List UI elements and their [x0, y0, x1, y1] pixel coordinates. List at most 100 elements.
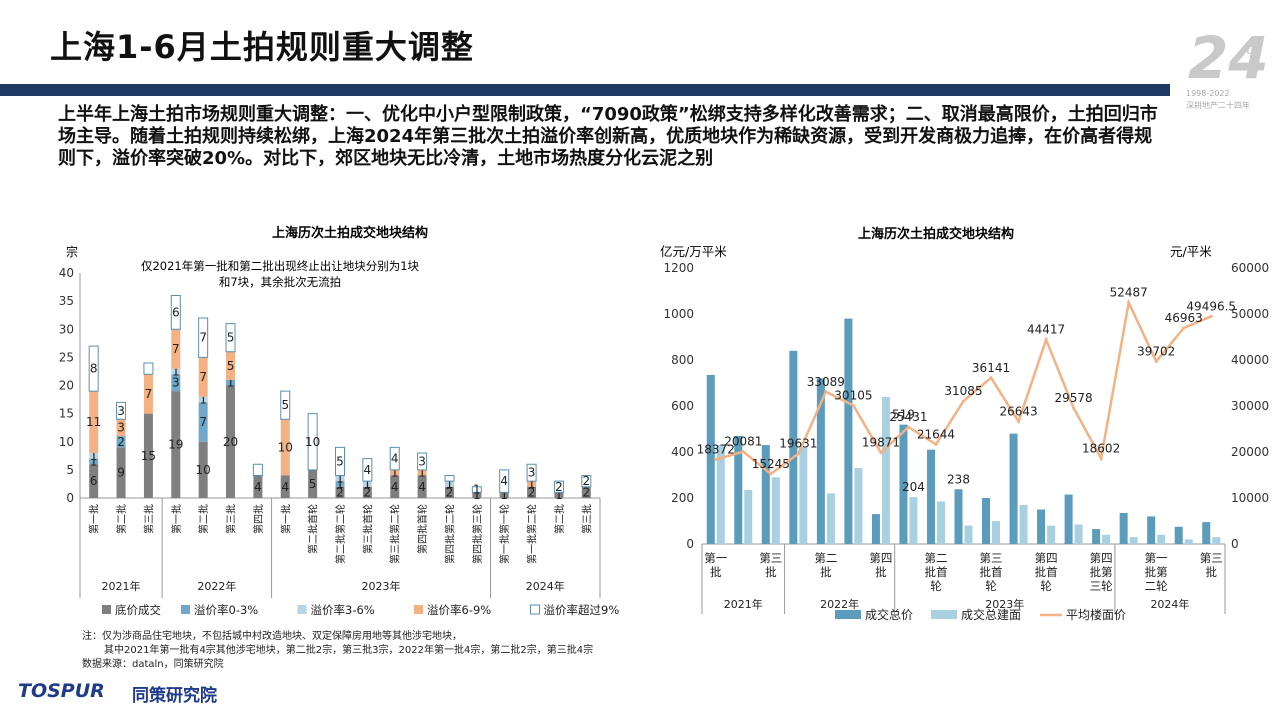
legend-swatch	[181, 605, 190, 614]
right-tick-label: 20000	[1231, 445, 1269, 459]
x-tick-label: 批	[710, 565, 722, 579]
avg-price-point	[1182, 326, 1186, 330]
bar-segment	[307, 413, 318, 471]
brand-name: 同策研究院	[132, 686, 217, 706]
bar-value-label: 1	[336, 471, 344, 485]
x-tick-label: 第四批第三轮	[471, 504, 484, 564]
bar-segment	[554, 492, 564, 498]
y-tick-label: 5	[66, 463, 74, 477]
bar-total-area	[936, 501, 945, 544]
bar-total-price	[706, 374, 715, 544]
bar-segment	[390, 475, 400, 498]
right-tick-label: 10000	[1231, 491, 1269, 505]
bar-total-area	[992, 521, 1001, 544]
bar-segment	[253, 475, 263, 498]
bar-segment	[226, 385, 236, 498]
bar-value-label: 7	[199, 331, 207, 345]
bar-value-label: 519	[892, 408, 915, 422]
x-tick-label: 批首	[1035, 565, 1058, 579]
avg-price-point	[851, 404, 855, 408]
bar-segment	[527, 486, 537, 498]
brand-logo: TOSPUR	[18, 680, 105, 702]
bar-segment	[226, 351, 236, 380]
y-tick-label: 15	[59, 407, 74, 421]
legend-label: 溢价率超过9%	[544, 603, 620, 617]
avg-price-point	[989, 376, 993, 380]
group-label: 2022年	[820, 597, 859, 611]
footnote: 注：仅为涉商品住宅地块，不包括城中村改造地块、双定保障房用地等其他涉宅地块， 其…	[82, 630, 593, 672]
bar-value-label: 1	[227, 376, 235, 390]
bar-value-label: 1	[364, 477, 372, 491]
bar-total-price	[789, 350, 798, 544]
line-value-label: 25431	[889, 410, 927, 424]
legend-swatch	[102, 605, 111, 614]
bar-segment	[116, 419, 126, 437]
bar-value-label: 10	[278, 440, 293, 454]
group-label: 2023年	[985, 597, 1024, 611]
y-axis-label: 宗	[66, 244, 78, 259]
bar-segment	[280, 475, 290, 498]
x-tick-label: 二轮	[1145, 579, 1168, 593]
bar-segment	[335, 486, 345, 498]
avg-price-point	[714, 457, 718, 461]
bar-total-area	[1102, 534, 1111, 544]
line-value-label: 29578	[1055, 391, 1093, 405]
bar-total-price	[1202, 522, 1211, 544]
legend-label: 成交总价	[865, 607, 913, 622]
bar-value-label: 5	[309, 477, 317, 491]
bar-value-label: 4	[391, 452, 399, 466]
x-tick-label: 第二批第二轮	[334, 504, 347, 564]
bar-total-price	[1037, 509, 1046, 544]
x-tick-label: 轮	[985, 579, 997, 593]
bar-value-label: 7	[199, 415, 207, 429]
logo-suffix: th	[1246, 42, 1260, 58]
left-tick-label: 200	[671, 491, 694, 505]
bar-total-area	[744, 489, 753, 544]
y-tick-label: 35	[59, 294, 74, 308]
summary-text: 上半年上海土拍市场规则重大调整：一、优化中小户型限制政策，“7090政策”松绑支…	[58, 104, 1158, 169]
bar-value-label: 4	[500, 474, 508, 488]
x-tick-label: 第一批第一轮	[498, 504, 511, 564]
bar-segment	[143, 374, 153, 414]
line-value-label: 21644	[917, 427, 955, 441]
left-tick-label: 600	[671, 399, 694, 413]
line-value-label: 52487	[1110, 286, 1148, 300]
bar-value-label: 4	[254, 480, 262, 494]
bar-value-label: 11	[86, 415, 101, 429]
bar-total-price	[954, 489, 963, 544]
avg-price-point	[934, 442, 938, 446]
bar-value-label: 2	[364, 485, 372, 499]
x-tick-label: 第四	[869, 551, 892, 565]
annotation-line: 仅2021年第一批和第二批出现终止出让地块分别为1块	[141, 259, 420, 273]
y-tick-label: 20	[59, 379, 74, 393]
bar-value-label: 1	[90, 449, 98, 463]
line-value-label: 46963	[1165, 311, 1203, 325]
bar-segment	[143, 413, 153, 498]
x-tick-label: 第一批	[279, 504, 292, 534]
chart-title: 上海历次土拍成交地块结构	[858, 226, 1014, 242]
bar-total-price	[1174, 526, 1183, 544]
bar-segment	[198, 396, 208, 403]
bar-segment	[198, 357, 208, 397]
x-tick-label: 第一	[1145, 551, 1168, 565]
bar-value-label: 4	[418, 480, 426, 494]
bar-total-price	[761, 445, 770, 544]
bar-value-label: 4	[364, 463, 372, 477]
left-axis-label: 亿元/万平米	[660, 244, 727, 259]
legend-swatch	[414, 605, 423, 614]
line-value-label: 49496.5	[1186, 299, 1236, 313]
avg-price-point	[906, 425, 910, 429]
x-tick-label: 批	[820, 565, 832, 579]
avg-price-point	[1127, 301, 1131, 305]
title-underline-bar	[0, 84, 1170, 96]
x-tick-label: 批首	[924, 565, 947, 579]
bar-value-label: 2	[336, 485, 344, 499]
x-tick-label: 第一	[704, 551, 727, 565]
bar-value-label: 5	[281, 398, 289, 412]
bar-segment	[362, 458, 373, 482]
bar-total-area	[799, 447, 808, 544]
x-tick-label: 第三批首轮	[361, 504, 374, 554]
bar-value-label: 19	[168, 438, 183, 452]
y-tick-label: 10	[59, 435, 74, 449]
x-tick-label: 批	[875, 565, 887, 579]
